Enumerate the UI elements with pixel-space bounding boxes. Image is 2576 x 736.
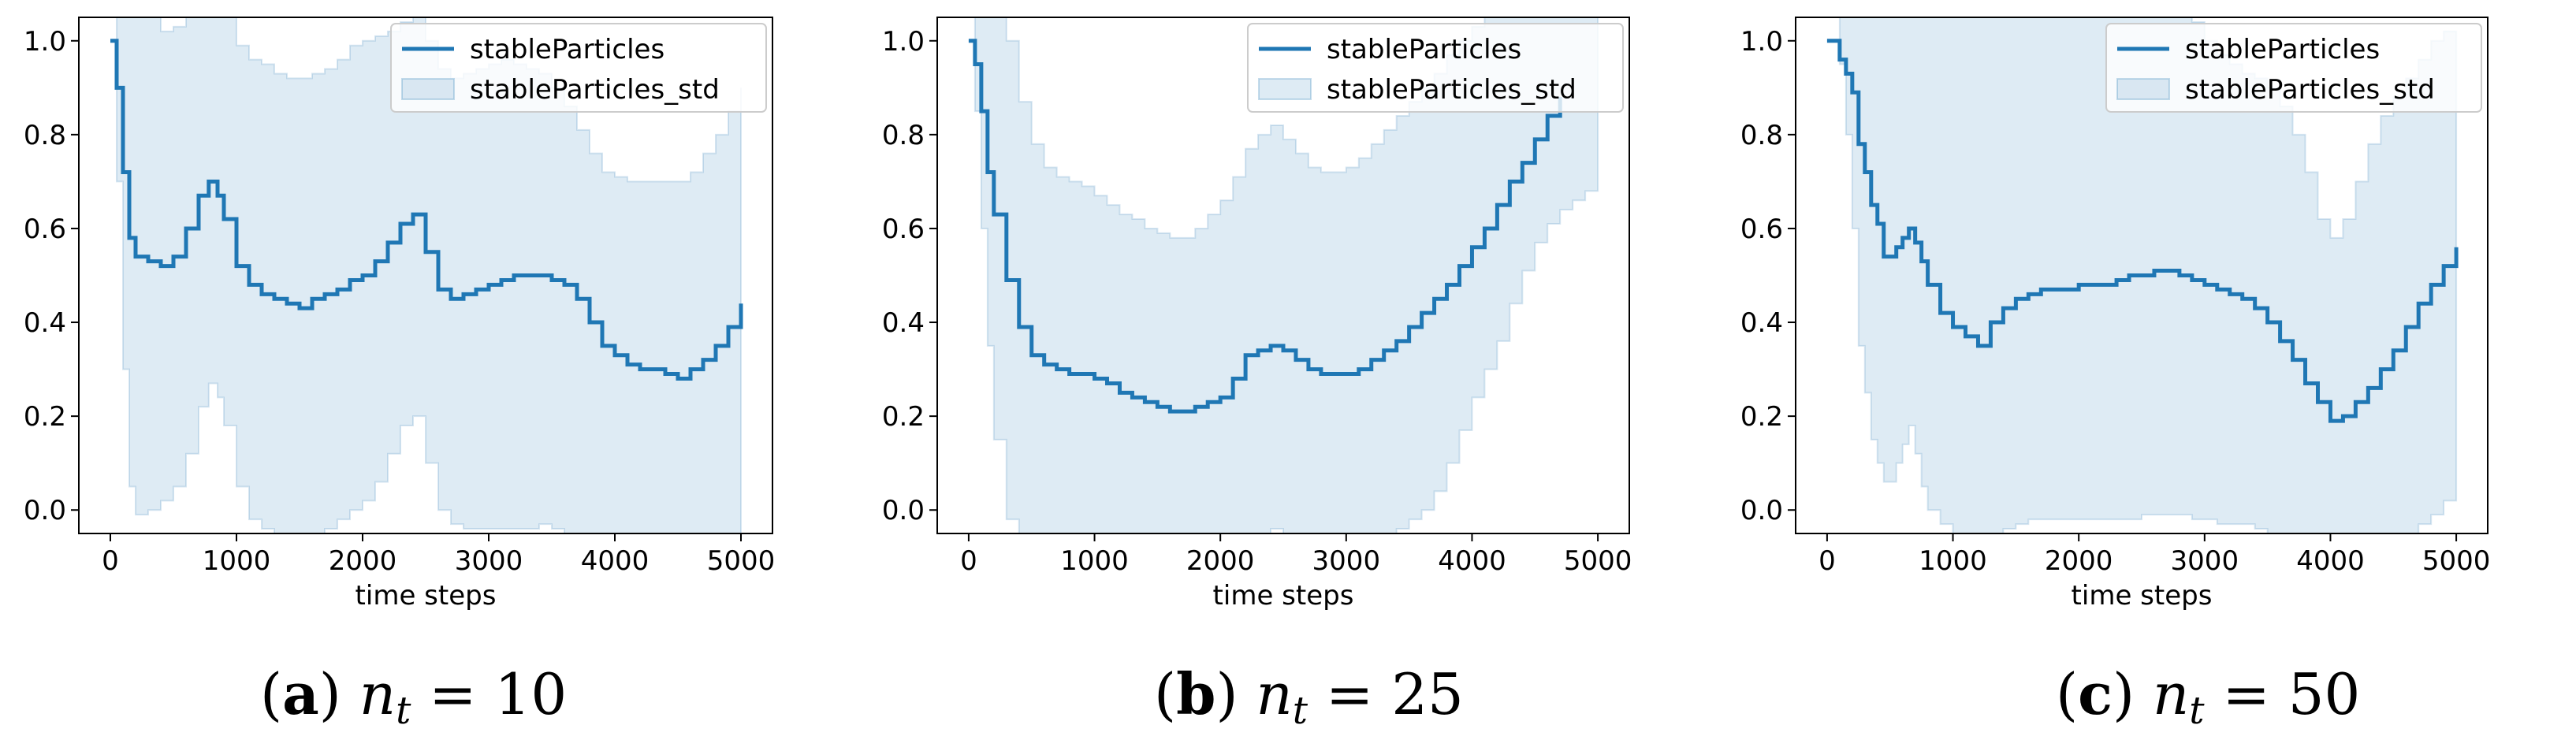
y-tick-label: 0.2	[24, 401, 66, 433]
legend-box	[2105, 23, 2482, 113]
subplot-c: 0 1000 2000 3000 4000 5000 0.0 0.2 0.4 0.6 0.8 1.0 t…	[1717, 0, 2575, 736]
caption-variable: n	[2152, 661, 2190, 727]
x-axis-label: time steps	[356, 580, 497, 611]
caption-variable: n	[359, 661, 396, 727]
y-tick-label: 0.8	[24, 120, 66, 151]
x-tick-label: 0	[960, 545, 977, 577]
legend-label-stableParticles_std: stableParticles_std	[1327, 74, 1576, 106]
y-tick-label: 0.6	[24, 214, 66, 245]
legend-label-stableParticles_std: stableParticles_std	[470, 74, 720, 106]
legend-box	[1247, 23, 1624, 113]
y-tick-label: 0.6	[1740, 214, 1783, 245]
x-tick-label: 1000	[1919, 545, 1987, 577]
caption-subscript: t	[1292, 689, 1308, 733]
x-axis-label: time steps	[2072, 580, 2213, 611]
x-tick-label: 4000	[2296, 545, 2365, 577]
y-tick-label: 0.0	[1740, 495, 1783, 526]
series-line-stableParticles	[1826, 39, 2459, 423]
subplot-b: 0 1000 2000 3000 4000 5000 0.0 0.2 0.4 0.6 0.8 1.0 t…	[858, 0, 1717, 736]
caption-variable: n	[1256, 661, 1293, 727]
x-tick-label: 3000	[1312, 545, 1381, 577]
caption-label: b	[1176, 660, 1216, 727]
axes-frame	[1795, 17, 2489, 534]
y-tick-label: 0.0	[24, 495, 66, 526]
x-tick-label: 3000	[455, 545, 523, 577]
chart-a: 0 1000 2000 3000 4000 5000 0.0 0.2 0.4 0.6 0.8 1.0 t…	[24, 17, 776, 611]
legend-band-swatch	[1258, 78, 1312, 100]
legend-band-swatch	[2116, 78, 2170, 100]
x-axis-label: time steps	[1213, 580, 1354, 611]
chart-c: 0 1000 2000 3000 4000 5000 0.0 0.2 0.4 0.6 0.8 1.0 t…	[1740, 17, 2491, 611]
x-tick-label: 5000	[707, 545, 776, 577]
legend-band-swatch	[401, 78, 455, 100]
legend-box	[390, 23, 767, 113]
caption-value: = 50	[2222, 661, 2361, 727]
legend-label-stableParticles: stableParticles	[470, 34, 664, 65]
y-tick-label: 0.4	[24, 307, 66, 339]
x-tick-label: 0	[1818, 545, 1836, 577]
x-tick-label: 0	[102, 545, 119, 577]
x-tick-label: 1000	[1060, 545, 1129, 577]
caption-value: = 10	[429, 661, 568, 727]
y-tick-label: 1.0	[1740, 26, 1783, 58]
x-tick-label: 2000	[1186, 545, 1255, 577]
x-tick-label: 3000	[2171, 545, 2239, 577]
axes-frame	[936, 17, 1630, 534]
x-tick-label: 4000	[1438, 545, 1506, 577]
caption-subscript: t	[396, 689, 411, 733]
axes-frame	[78, 17, 773, 534]
caption-subscript: t	[2189, 689, 2205, 733]
x-tick-label: 5000	[2422, 545, 2491, 577]
x-tick-label: 5000	[1564, 545, 1632, 577]
y-tick-label: 0.4	[1740, 307, 1783, 339]
caption-b: (b) nt = 25	[1154, 660, 1464, 733]
series-line-stableParticles	[968, 39, 1562, 414]
y-tick-label: 1.0	[24, 26, 66, 58]
legend-label-stableParticles_std: stableParticles_std	[2185, 74, 2435, 106]
caption-label: c	[2078, 660, 2113, 727]
caption-label: a	[282, 660, 319, 727]
x-tick-label: 2000	[2045, 545, 2113, 577]
legend-label-stableParticles: stableParticles	[2185, 34, 2380, 65]
legend: stableParticles stableParticles_std	[1247, 23, 1624, 113]
series-line-stableParticles	[110, 39, 743, 381]
legend-label-stableParticles: stableParticles	[1327, 34, 1521, 65]
plot-area	[1826, 17, 2459, 533]
x-tick-label: 2000	[329, 545, 397, 577]
y-tick-label: 0.4	[882, 307, 925, 339]
y-tick-label: 0.0	[882, 495, 925, 526]
legend: stableParticles stableParticles_std	[2105, 23, 2482, 113]
legend: stableParticles stableParticles_std	[390, 23, 767, 113]
y-tick-label: 0.8	[882, 120, 925, 151]
subplot-a: 0 1000 2000 3000 4000 5000 0.0 0.2 0.4 0.6 0.8 1.0 t…	[0, 0, 858, 736]
y-tick-label: 0.2	[882, 401, 925, 433]
y-tick-label: 0.2	[1740, 401, 1783, 433]
caption-value: = 25	[1325, 661, 1464, 727]
caption-c: (c) nt = 50	[2056, 660, 2361, 733]
chart-b: 0 1000 2000 3000 4000 5000 0.0 0.2 0.4 0.6 0.8 1.0 t…	[882, 17, 1632, 611]
x-tick-label: 1000	[203, 545, 271, 577]
x-tick-label: 4000	[581, 545, 650, 577]
caption-a: (a) nt = 10	[260, 660, 568, 733]
y-tick-label: 0.6	[882, 214, 925, 245]
y-tick-label: 1.0	[882, 26, 925, 58]
y-tick-label: 0.8	[1740, 120, 1783, 151]
